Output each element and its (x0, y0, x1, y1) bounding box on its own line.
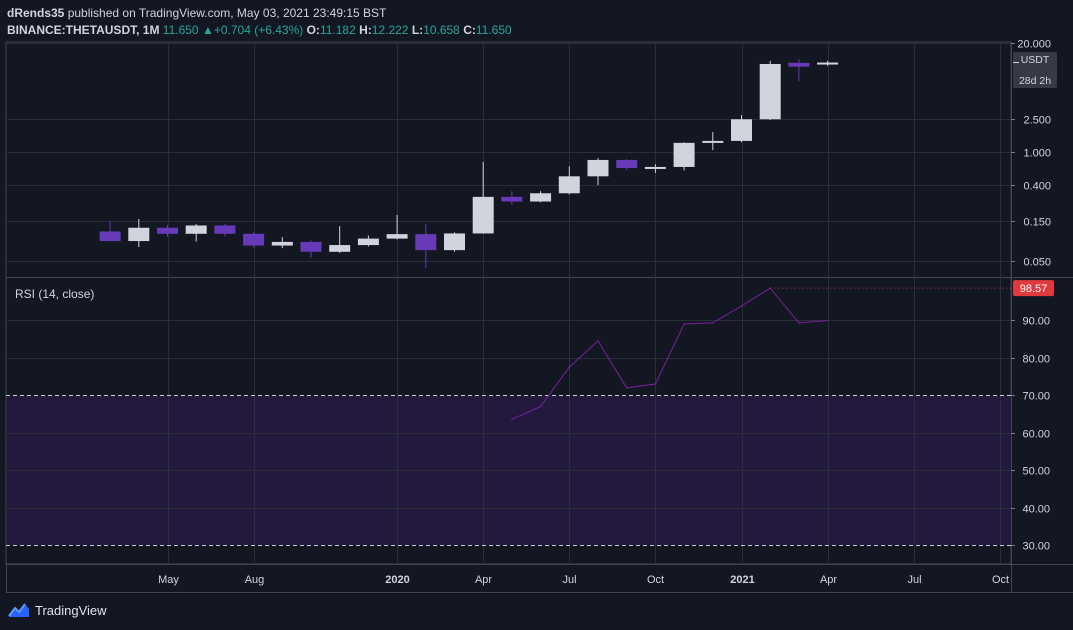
price-change: +0.704 (+6.43%) (213, 23, 304, 37)
candle-body (444, 233, 465, 251)
x-tick-label: May (158, 574, 179, 586)
rsi-line (511, 287, 828, 420)
rsi-point (597, 340, 599, 342)
y-tick-label: 2.500 (1023, 115, 1051, 127)
candle-body (702, 140, 724, 143)
rsi-tick-label: 80.00 (1022, 354, 1050, 366)
rsi-point (740, 305, 743, 307)
candle-body (558, 176, 580, 194)
x-tick-label: Aug (245, 574, 265, 586)
rsi-tick-label: 70.00 (1022, 391, 1050, 403)
publisher-name[interactable]: dRends35 (7, 6, 65, 20)
candle-body (731, 119, 752, 141)
low-value: 10.658 (423, 23, 460, 37)
rsi-point (625, 386, 628, 389)
tradingview-logo-icon (8, 603, 29, 617)
chart-canvas[interactable]: May Aug 2020 Apr Jul Oct 2021 Apr Jul Oct 20.000 2.… (0, 0, 1073, 600)
rsi-point (539, 405, 542, 408)
high-value: 12.222 (371, 23, 409, 37)
rsi-tick-label: 30.00 (1022, 541, 1050, 553)
y-tick-label: 1.000 (1023, 148, 1051, 160)
rsi-point (568, 366, 571, 368)
candle-body (300, 241, 322, 252)
ohlc-legend: BINANCE:THETAUSDT, 1M 11.650 ▲+0.704 (+6… (7, 22, 512, 39)
y-tick-label: 0.150 (1023, 217, 1051, 229)
rsi-point (654, 383, 657, 385)
candle-body (415, 234, 437, 251)
up-arrow-icon: ▲ (201, 23, 214, 37)
rsi-tick-label: 40.00 (1022, 504, 1050, 516)
candle-body (128, 227, 150, 242)
candle-body (243, 233, 265, 246)
open-label: O: (306, 23, 320, 37)
open-value: 11.182 (319, 23, 356, 37)
rsi-value-badge-label: 98.57 (1020, 283, 1048, 295)
x-tick-label: Oct (992, 574, 1009, 586)
x-tick-label: 2021 (730, 574, 754, 586)
publish-info: dRends35 published on TradingView.com, M… (7, 5, 512, 22)
candle-body (185, 225, 207, 234)
candle-body (99, 231, 121, 242)
x-tick-label: Apr (475, 574, 492, 586)
rsi-tick-label: 90.00 (1022, 316, 1050, 328)
high-label: H: (359, 23, 372, 37)
candle-body (214, 225, 236, 234)
rsi-point (683, 323, 685, 325)
y-tick-label: 20.000 (1017, 39, 1051, 51)
candle-body (817, 62, 839, 65)
x-tick-label: Jul (562, 574, 576, 586)
chart-header: dRends35 published on TradingView.com, M… (7, 5, 512, 39)
candle-body (788, 62, 810, 67)
rsi-value-badge (1013, 280, 1054, 297)
candle-body (472, 196, 494, 234)
x-tick-label: Jul (907, 574, 921, 586)
rsi-legend-label[interactable]: RSI (14, close) (15, 287, 94, 301)
rsi-tick-label: 60.00 (1022, 429, 1050, 441)
x-tick-label: Apr (820, 574, 837, 586)
tradingview-branding[interactable]: TradingView (8, 602, 107, 618)
symbol-label[interactable]: BINANCE:THETAUSDT, 1M (7, 23, 160, 37)
rsi-point (826, 319, 829, 322)
currency-label: USDT (1021, 54, 1050, 66)
x-tick-label: 2020 (385, 574, 409, 586)
close-value: 11.650 (475, 23, 512, 37)
candle-body (530, 193, 552, 202)
low-label: L: (411, 23, 424, 37)
rsi-tick-label: 50.00 (1022, 466, 1050, 478)
last-price: 11.650 (162, 23, 199, 37)
candle-body (271, 241, 293, 246)
candle-body (759, 63, 781, 120)
candle-body (616, 159, 638, 169)
close-label: C: (463, 23, 476, 37)
publish-details: published on TradingView.com, May 03, 20… (67, 6, 387, 20)
candle-body (644, 166, 666, 169)
tradingview-brand: TradingView (35, 602, 107, 618)
rsi-point (798, 322, 800, 324)
y-tick-label: 0.400 (1023, 181, 1051, 193)
rsi-point (511, 418, 513, 421)
candle-body (673, 142, 695, 167)
candle-body (329, 245, 351, 252)
candle-body (357, 238, 379, 246)
rsi-point (712, 322, 714, 324)
countdown-label: 28d 2h (1019, 75, 1051, 87)
candle-body (157, 227, 178, 234)
x-tick-label: Oct (647, 574, 664, 586)
y-tick-label: 0.050 (1023, 257, 1051, 269)
candle-body (386, 234, 408, 239)
last-price-label-box (1013, 52, 1057, 88)
candle-body (501, 196, 523, 202)
candle-body (587, 159, 609, 177)
